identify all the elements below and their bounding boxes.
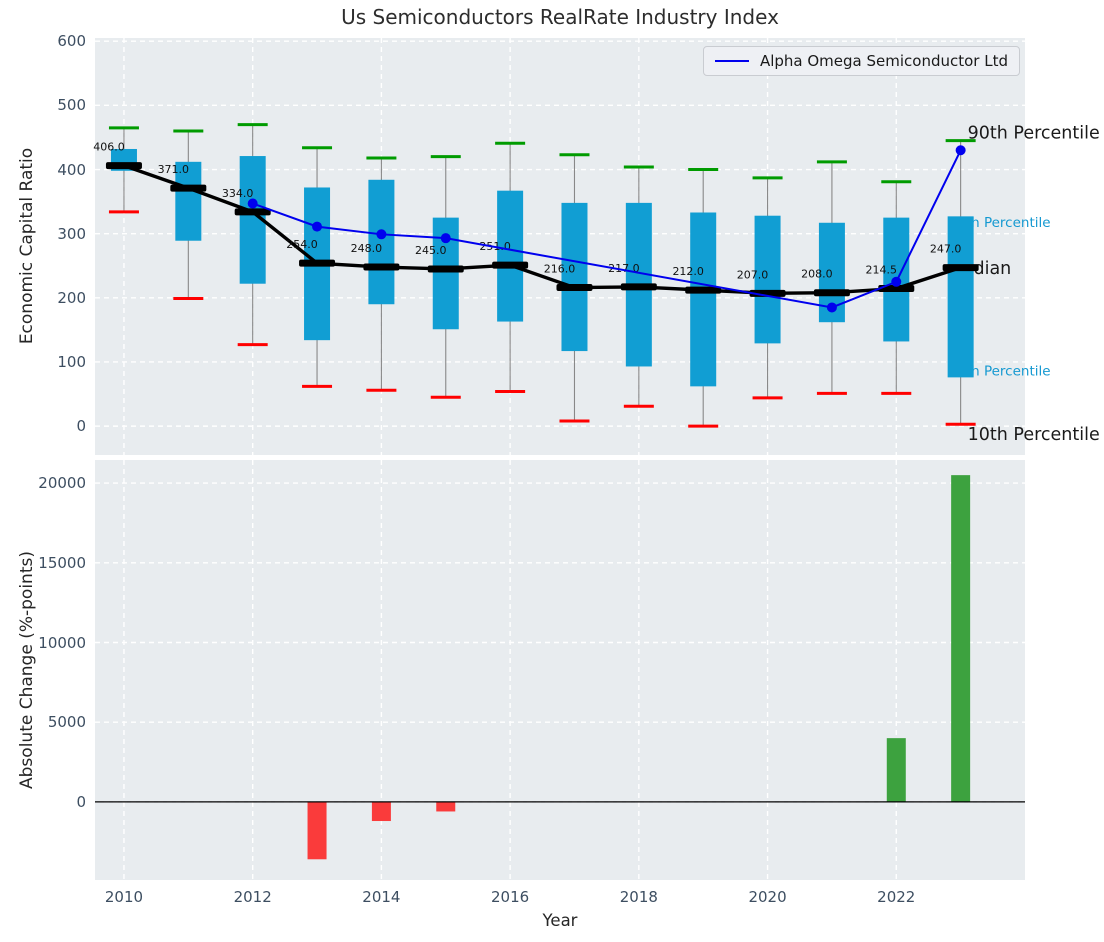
y-tick-label: 500 (57, 96, 86, 115)
x-tick-label: 2010 (104, 888, 144, 906)
median-marker (942, 264, 979, 272)
median-value-annotation: 207.0 (737, 268, 769, 281)
positive-change-bar (886, 738, 906, 802)
y-tick-label: 200 (57, 288, 86, 307)
y-tick-label: 15000 (38, 553, 86, 572)
median-marker (299, 259, 336, 267)
median-marker (813, 289, 850, 297)
y-tick-label: 5000 (47, 713, 86, 732)
median-marker (234, 208, 271, 216)
company-point (376, 229, 387, 240)
negative-change-bar (436, 801, 456, 812)
x-tick-label: 2014 (362, 888, 401, 906)
positive-change-bar (951, 475, 971, 802)
x-axis-label: Year (542, 911, 578, 930)
median-value-annotation: 334.0 (222, 187, 254, 200)
legend-label: Alpha Omega Semiconductor Ltd (759, 52, 1008, 70)
iqr-box (368, 179, 395, 305)
company-point (891, 276, 902, 287)
median-value-annotation: 406.0 (93, 141, 125, 154)
y-tick-label: 400 (57, 160, 86, 179)
company-point (440, 233, 451, 244)
company-point (826, 302, 837, 313)
median-marker (170, 184, 207, 192)
median-marker (105, 162, 142, 170)
change-bar-chart (95, 460, 1025, 880)
median-marker (620, 283, 657, 291)
median-value-annotation: 371.0 (158, 163, 190, 176)
y-tick-label: 600 (57, 32, 86, 51)
median-marker (685, 286, 722, 294)
chart-title: Us Semiconductors RealRate Industry Inde… (341, 5, 779, 29)
median-value-annotation: 254.0 (286, 238, 318, 251)
percentile-label: 75th Percentile (949, 215, 1051, 231)
median-value-annotation: 247.0 (930, 243, 962, 256)
median-marker (363, 263, 400, 271)
company-point (247, 198, 258, 209)
x-tick-label: 2018 (619, 888, 658, 906)
x-tick-label: 2022 (877, 888, 916, 906)
y-tick-label: 300 (57, 224, 86, 243)
median-marker (427, 265, 464, 273)
negative-change-bar (307, 801, 327, 860)
top-axes: 90th Percentile 75th Percentile Median 25th… (93, 38, 1100, 455)
iqr-box (497, 190, 524, 322)
x-tick-label: 2016 (491, 888, 530, 906)
median-value-annotation: 216.0 (544, 263, 576, 276)
legend-line-sample (714, 60, 749, 62)
median-value-annotation: 208.0 (801, 268, 833, 281)
bottom-axes (95, 460, 1025, 880)
iqr-box (561, 202, 588, 352)
legend: Alpha Omega Semiconductor Ltd (702, 46, 1020, 76)
median-value-annotation: 214.5 (866, 264, 898, 277)
percentile-label: 10th Percentile (968, 425, 1100, 445)
iqr-box (690, 212, 717, 387)
median-value-annotation: 245.0 (415, 244, 447, 257)
bottom-axes-bg (95, 460, 1025, 880)
iqr-box (754, 215, 781, 344)
company-point (312, 221, 323, 232)
median-value-annotation: 212.0 (672, 265, 704, 278)
y-tick-label: 100 (57, 352, 86, 371)
x-tick-label: 2020 (748, 888, 787, 906)
percentile-label: 90th Percentile (968, 123, 1100, 143)
median-value-annotation: 248.0 (351, 242, 383, 255)
y-tick-label: 0 (76, 792, 86, 811)
y-tick-label: 20000 (38, 474, 86, 493)
median-marker (556, 284, 593, 292)
bottom-y-axis-label: Absolute Change (%-points) (17, 551, 37, 789)
iqr-box (947, 216, 974, 378)
company-point (955, 145, 966, 156)
percentile-label: 25th Percentile (949, 364, 1051, 380)
negative-change-bar (371, 801, 391, 822)
median-marker (492, 261, 529, 269)
iqr-box (175, 161, 202, 241)
y-tick-label: 0 (76, 417, 86, 436)
median-marker (878, 285, 915, 293)
y-tick-label: 10000 (38, 633, 86, 652)
x-tick-label: 2012 (233, 888, 272, 906)
